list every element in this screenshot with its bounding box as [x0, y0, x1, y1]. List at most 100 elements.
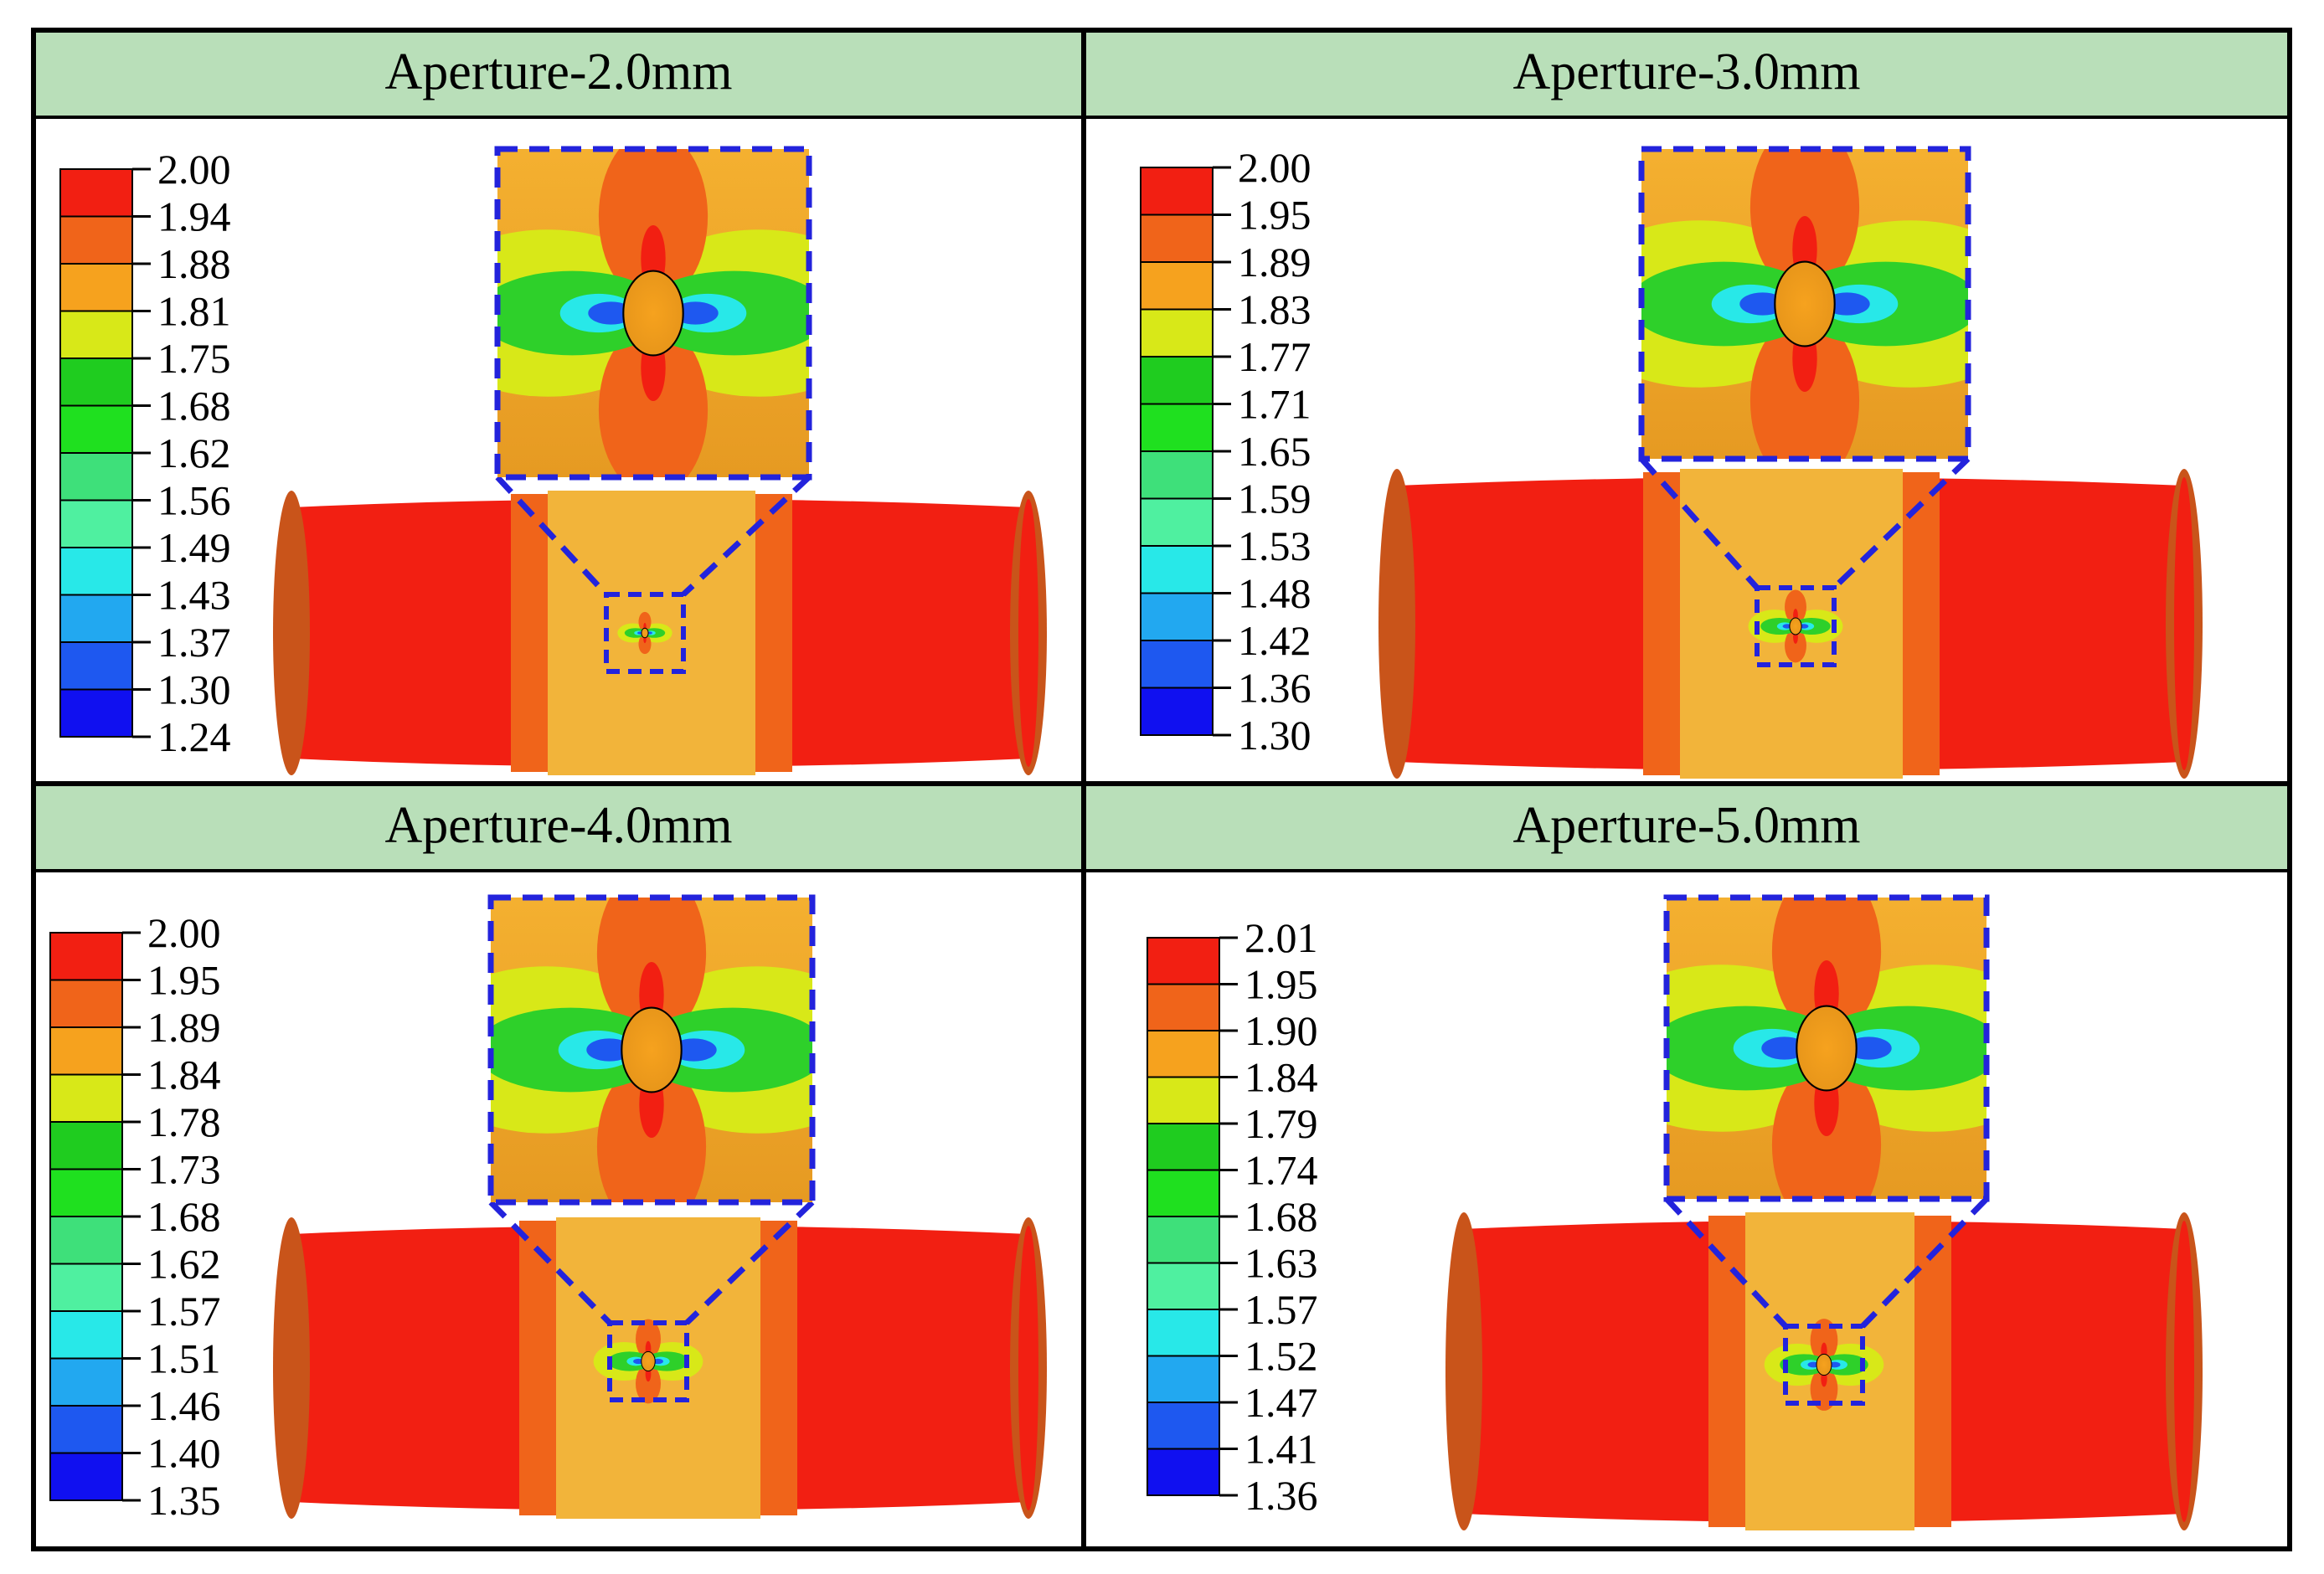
legend-tick-label: 1.49 — [157, 524, 231, 571]
legend-tick-label: 1.88 — [157, 240, 231, 287]
legend-swatch — [1147, 1076, 1220, 1124]
zoom-source-box — [607, 1320, 689, 1402]
legend-swatch — [1140, 640, 1214, 689]
zoom-connector-left — [488, 1200, 612, 1325]
contour-legend: 2.001.951.891.841.781.731.681.621.571.51… — [49, 909, 221, 1524]
pipe-spot-top-lobe — [1810, 1319, 1838, 1362]
zoom-blue-left — [586, 1038, 632, 1062]
zoom-source-box — [604, 592, 686, 674]
legend-swatch — [59, 310, 133, 359]
legend-swatch — [1147, 983, 1220, 1031]
legend-tick-label: 1.36 — [1244, 1472, 1318, 1519]
pipe-left-end — [273, 1217, 310, 1519]
legend-tick-label: 2.01 — [1244, 914, 1318, 961]
legend-swatch — [1140, 261, 1214, 311]
panel-title: Aperture-2.0mm — [385, 44, 733, 100]
zoom-blue-right — [1846, 1036, 1892, 1060]
legend-swatch — [1140, 167, 1214, 216]
legend-swatch — [1140, 592, 1214, 641]
pipe-right-end-inner — [1018, 1226, 1038, 1510]
panel-3: Aperture-4.0mm2.001.951.891.841.781.731.… — [33, 784, 1084, 1524]
legend-swatch — [49, 979, 123, 1028]
zoom-source-box — [1783, 1324, 1865, 1406]
legend-tick-label: 1.42 — [1238, 617, 1311, 664]
legend-tick-label: 1.30 — [157, 666, 231, 713]
legend-tick-label: 1.83 — [1238, 286, 1311, 333]
legend-tick-label: 1.84 — [147, 1052, 221, 1098]
legend-swatch — [59, 594, 133, 643]
pipe-spot-bottom-lobe — [1785, 628, 1806, 663]
legend-swatch — [49, 1405, 123, 1454]
pipe-right-end-inner — [1018, 499, 1038, 767]
legend-tick-label: 1.71 — [1238, 381, 1311, 428]
panel-title: Aperture-5.0mm — [1513, 797, 1861, 854]
legend-swatch — [49, 1452, 123, 1501]
legend-tick-label: 1.89 — [147, 1004, 221, 1051]
panel-title-bar — [1084, 784, 2290, 871]
legend-swatch — [1140, 403, 1214, 452]
legend-swatch — [1140, 545, 1214, 594]
pipe-spot-hole — [1816, 1353, 1832, 1376]
legend-tick-label: 1.57 — [1244, 1286, 1318, 1333]
pipe-model — [273, 491, 1047, 775]
legend-tick-label: 1.41 — [1244, 1426, 1318, 1473]
legend-tick-label: 1.77 — [1238, 333, 1311, 380]
legend-tick-label: 1.51 — [147, 1335, 221, 1382]
legend-swatch — [1140, 213, 1214, 263]
legend-tick-label: 1.62 — [157, 430, 231, 476]
zoom-connector-right — [684, 1200, 815, 1325]
legend-swatch — [1147, 1355, 1220, 1403]
pipe-spot-top-lobe — [638, 611, 652, 632]
zoom-inset — [1663, 894, 1990, 1202]
panel-title: Aperture-3.0mm — [1513, 44, 1861, 100]
legend-swatch — [1147, 1030, 1220, 1078]
legend-tick-label: 1.75 — [157, 335, 231, 382]
zoom-connector-left — [495, 475, 609, 597]
legend-swatch — [49, 1357, 123, 1407]
zoom-blue-right — [671, 1038, 717, 1062]
legend-swatch — [49, 1121, 123, 1170]
pipe-spot-bottom-lobe — [638, 634, 652, 655]
legend-swatch — [49, 932, 123, 981]
contour-legend: 2.001.941.881.811.751.681.621.561.491.43… — [59, 146, 231, 760]
pipe-spot-hole — [641, 627, 649, 639]
legend-swatch — [1140, 687, 1214, 736]
legend-tick-label: 1.68 — [157, 383, 231, 430]
legend-swatch — [59, 641, 133, 691]
legend-swatch — [1147, 1448, 1220, 1496]
legend-tick-label: 1.62 — [147, 1241, 221, 1288]
legend-tick-label: 1.78 — [147, 1098, 221, 1145]
legend-swatch — [1147, 1402, 1220, 1450]
contour-legend: 2.011.951.901.841.791.741.681.631.571.52… — [1147, 914, 1318, 1519]
legend-swatch — [1140, 356, 1214, 405]
legend-swatch — [1140, 497, 1214, 547]
pipe-left-end — [273, 491, 310, 775]
legend-swatch — [1140, 308, 1214, 357]
zoom-inset-frame — [1638, 146, 1971, 462]
legend-tick-label: 1.84 — [1244, 1054, 1318, 1101]
panel-title-bar — [33, 784, 1084, 871]
panels-root: Aperture-2.0mm 2.001.941.881.811.751.681.… — [31, 28, 2292, 1551]
legend-tick-label: 1.24 — [157, 713, 231, 760]
pipe-model — [1445, 1212, 2203, 1530]
zoom-connector-left — [1639, 456, 1760, 590]
pipe-spot-hole — [1789, 617, 1802, 635]
zoom-blue-left — [588, 301, 634, 325]
pipe-model — [1378, 469, 2203, 779]
zoom-inset — [494, 146, 812, 481]
legend-swatch — [59, 357, 133, 407]
legend-tick-label: 1.56 — [157, 477, 231, 524]
zoom-source-box — [1755, 585, 1837, 667]
legend-tick-label: 1.43 — [157, 572, 231, 619]
legend-swatch — [59, 404, 133, 454]
legend-swatch — [49, 1310, 123, 1360]
legend-tick-label: 1.47 — [1244, 1379, 1318, 1426]
legend-swatch — [59, 547, 133, 596]
panel-title-bar — [1084, 30, 2290, 117]
pipe-model — [273, 1217, 1047, 1519]
legend-swatch — [49, 1168, 123, 1217]
zoom-hole — [1774, 260, 1836, 347]
figure-outer-frame — [31, 28, 2292, 1551]
zoom-inset-frame — [494, 146, 812, 481]
pipe-spot-top-lobe — [1785, 589, 1806, 625]
